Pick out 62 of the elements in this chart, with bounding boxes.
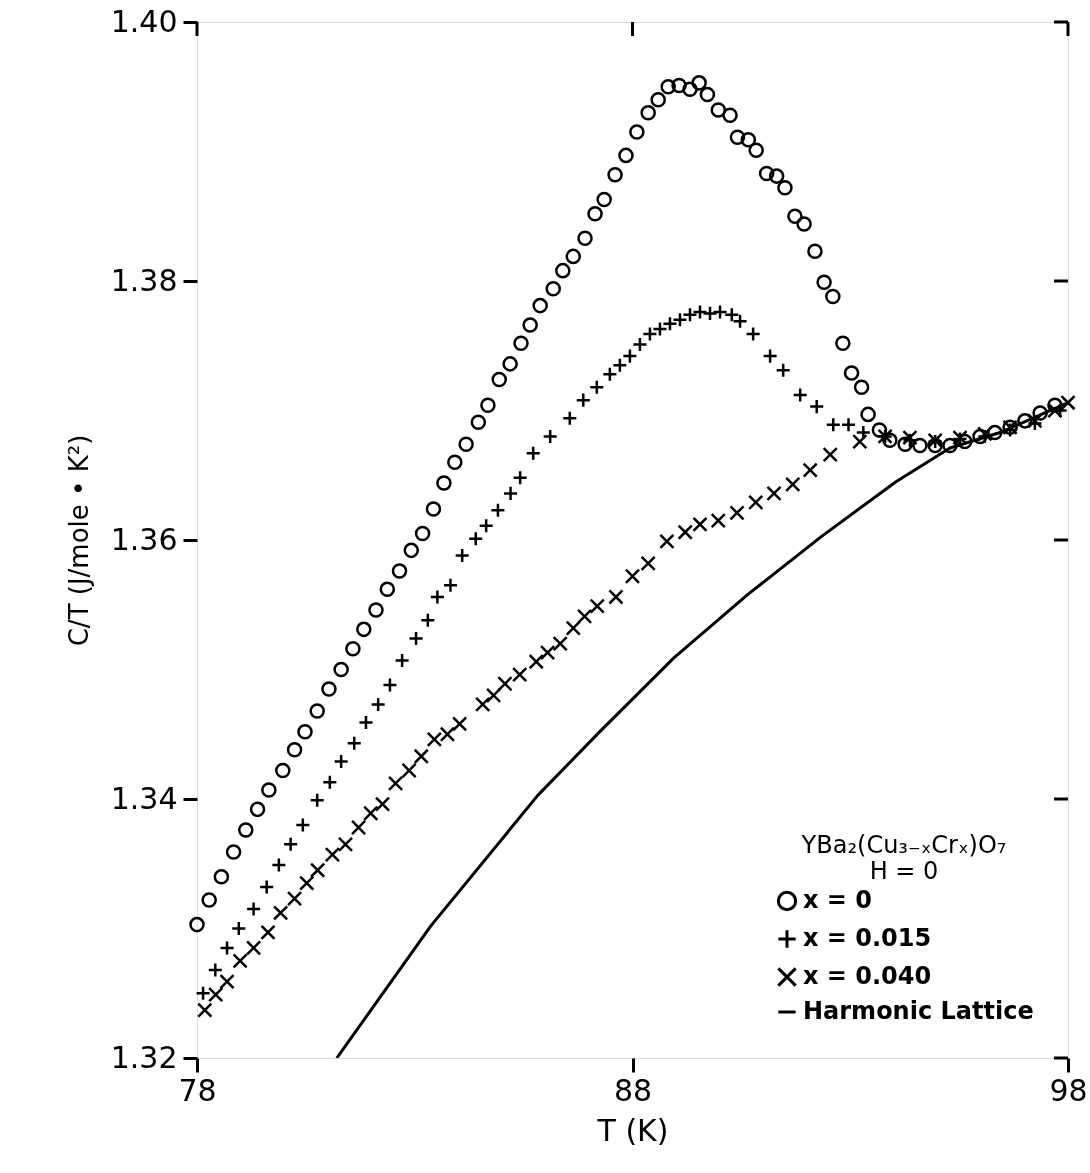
- x-tick-label: 88: [613, 1072, 653, 1108]
- point: [337, 836, 354, 853]
- point: [232, 953, 248, 969]
- point: [511, 666, 528, 683]
- legend-label: x = 0.040: [803, 962, 932, 990]
- point: [552, 635, 568, 652]
- point: [624, 568, 641, 585]
- point: [363, 805, 379, 822]
- point: [401, 762, 417, 779]
- y-tick-label: 1.32: [110, 1039, 178, 1075]
- point: [659, 533, 675, 550]
- point: [784, 476, 801, 493]
- point: [272, 905, 289, 921]
- point: [497, 675, 513, 692]
- point: [439, 726, 456, 743]
- point: [576, 608, 593, 625]
- point: [374, 796, 391, 812]
- point: [207, 986, 224, 1003]
- y-tick-label: 1.34: [110, 780, 178, 816]
- point: [710, 512, 727, 529]
- legend-label: x = 0: [803, 886, 872, 914]
- x-tick-label: 98: [1049, 1072, 1088, 1108]
- point: [565, 620, 582, 636]
- point: [677, 524, 693, 540]
- point: [245, 940, 262, 956]
- point: [298, 875, 315, 891]
- point: [608, 589, 624, 605]
- point: [286, 890, 303, 907]
- point: [387, 775, 404, 792]
- point: [309, 862, 326, 878]
- point: [350, 819, 367, 836]
- legend-label: x = 0.015: [803, 924, 932, 952]
- x-tick-label: 78: [178, 1072, 217, 1108]
- y-tick-label: 1.40: [110, 3, 178, 39]
- point: [802, 462, 818, 478]
- point: [260, 924, 276, 941]
- y-tick-label: 1.38: [110, 262, 178, 298]
- y-tick-label: 1.36: [110, 521, 178, 557]
- y-axis-title: C/T (J/mole • K²): [63, 434, 94, 647]
- point: [729, 505, 745, 521]
- point: [877, 428, 893, 445]
- point: [766, 485, 782, 502]
- point: [197, 1002, 213, 1018]
- point: [426, 731, 443, 748]
- point: [528, 653, 545, 670]
- legend-title: YBa₂(Cu₃₋ₓCrₓ)O₇: [800, 831, 1007, 859]
- point: [692, 516, 708, 533]
- point: [485, 687, 502, 704]
- point: [1060, 394, 1076, 411]
- point: [324, 846, 341, 863]
- legend-label: Harmonic Lattice: [803, 997, 1034, 1025]
- point: [413, 748, 430, 765]
- point: [539, 644, 556, 661]
- point: [747, 494, 764, 511]
- point: [219, 973, 235, 990]
- x-axis-title: T (K): [596, 1112, 669, 1148]
- point: [474, 696, 491, 713]
- point: [640, 555, 656, 572]
- annotation: H = 0: [869, 857, 939, 885]
- point: [822, 446, 838, 463]
- point: [451, 716, 468, 732]
- point: [589, 598, 605, 614]
